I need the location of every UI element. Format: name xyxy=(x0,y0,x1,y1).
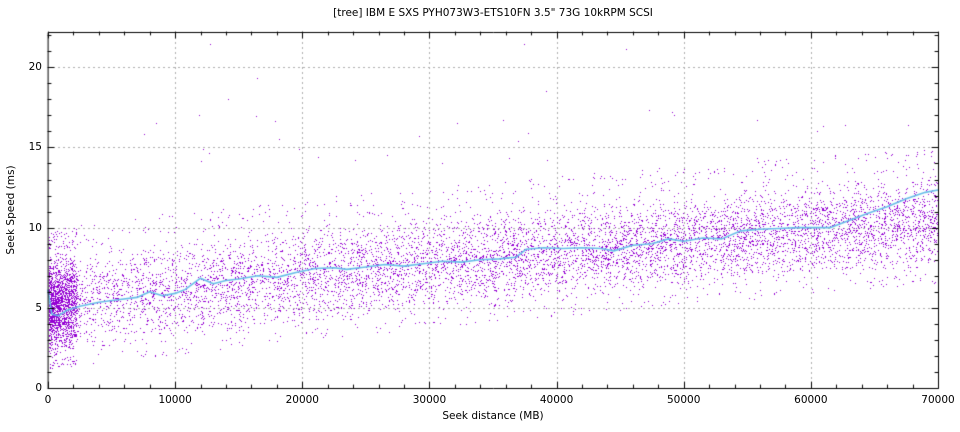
x-axis-title: Seek distance (MB) xyxy=(442,410,544,422)
x-tick-label: 0 xyxy=(44,394,52,406)
x-tick-label: 10000 xyxy=(158,394,192,406)
x-tick-label: 20000 xyxy=(285,394,319,406)
x-tick-label: 50000 xyxy=(667,394,701,406)
y-tick-label: 10 xyxy=(28,221,42,234)
y-tick-label: 15 xyxy=(28,141,42,154)
y-axis-title: Seek Speed (ms) xyxy=(5,165,17,255)
y-tick-label: 0 xyxy=(35,382,42,394)
chart-title: [tree] IBM E SXS PYH073W3-ETS10FN 3.5" 7… xyxy=(333,7,653,19)
y-tick-label: 5 xyxy=(35,301,42,314)
x-tick-label: 40000 xyxy=(539,394,574,406)
x-tick-label: 30000 xyxy=(412,394,447,406)
x-tick-label: 70000 xyxy=(921,394,955,406)
y-tick-label: 20 xyxy=(28,61,42,74)
x-tick-label: 60000 xyxy=(794,394,828,406)
